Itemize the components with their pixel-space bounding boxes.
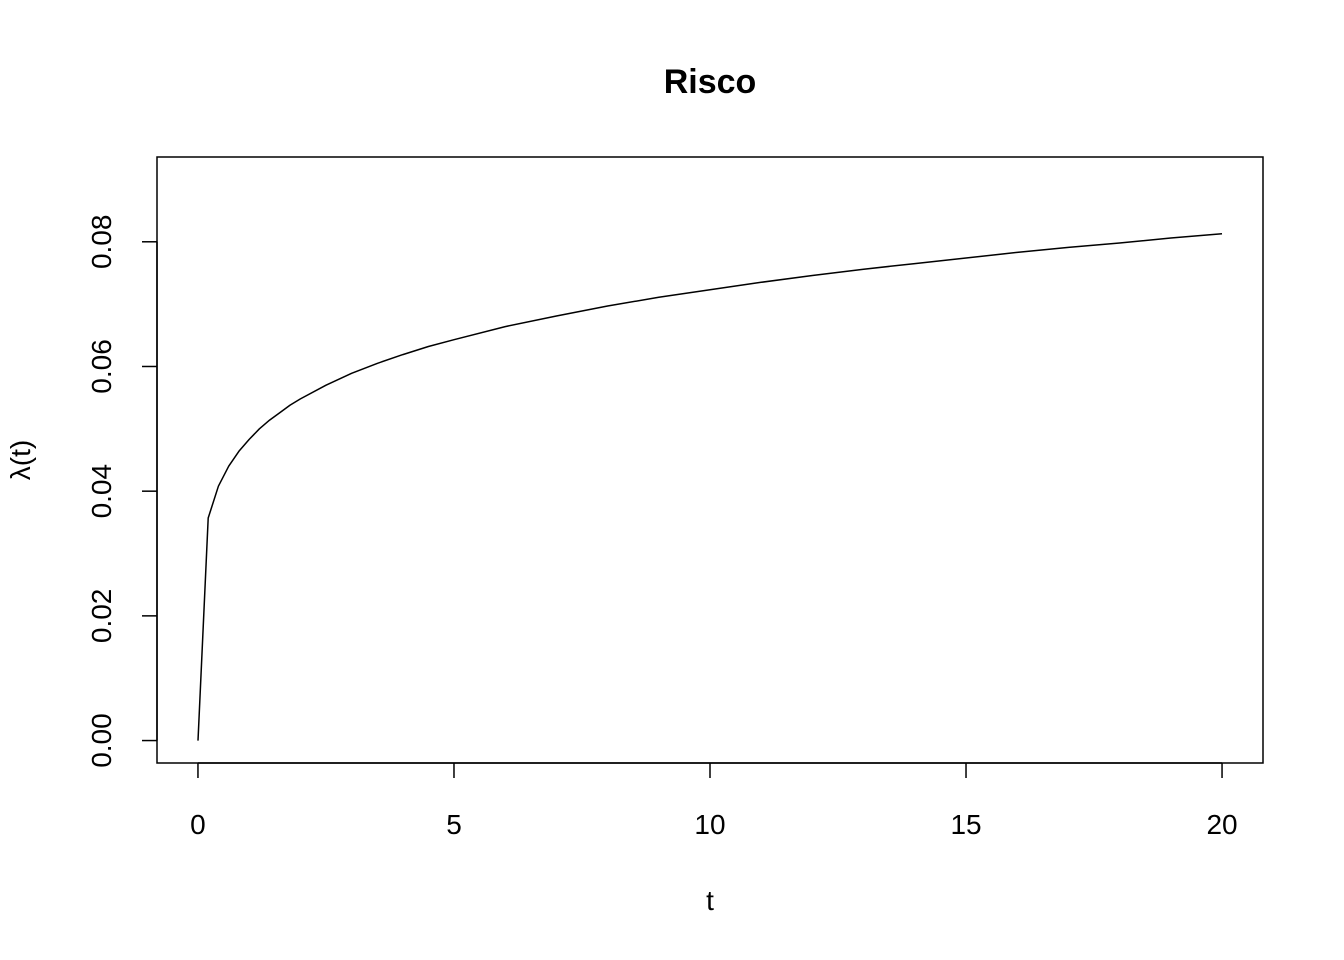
x-tick-label: 15	[950, 809, 981, 840]
plot-frame	[156, 156, 1264, 764]
x-tick-label: 20	[1206, 809, 1237, 840]
y-axis: 0.00 0.02 0.04 0.06 0.08	[86, 215, 158, 768]
series-layer	[197, 232, 1223, 741]
x-tick-label: 0	[190, 809, 206, 840]
x-axis: 0 5 10 15 20	[190, 762, 1238, 840]
y-tick-label: 0.04	[86, 464, 117, 519]
x-tick-label: 10	[694, 809, 725, 840]
y-tick-label: 0.02	[86, 589, 117, 644]
y-tick-label: 0.00	[86, 713, 117, 768]
x-tick-label: 5	[446, 809, 462, 840]
y-tick-label: 0.06	[86, 339, 117, 394]
x-axis-label: t	[706, 885, 714, 916]
y-axis-label: λ(t)	[5, 440, 36, 480]
series-line	[197, 232, 1223, 741]
y-tick-label: 0.08	[86, 215, 117, 270]
chart-title: Risco	[664, 63, 757, 101]
